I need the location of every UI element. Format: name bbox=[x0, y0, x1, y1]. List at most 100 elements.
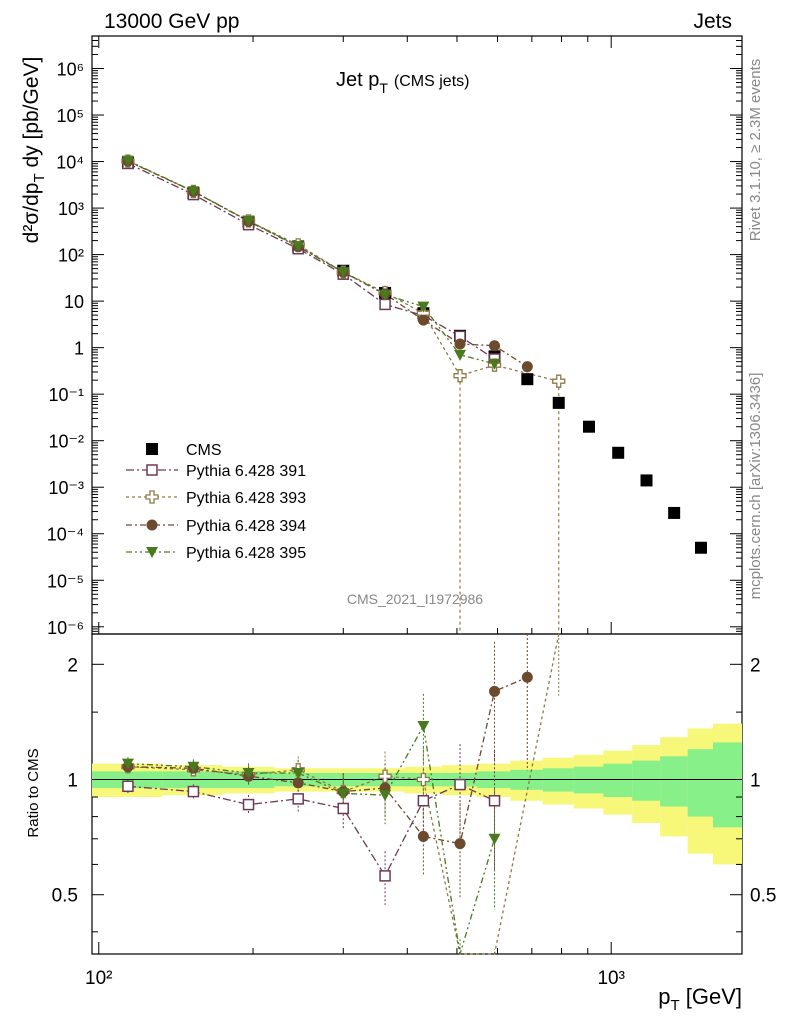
p391-point bbox=[146, 464, 158, 476]
legend-label: Pythia 6.428 391 bbox=[186, 463, 306, 480]
cms-point bbox=[552, 396, 565, 409]
p394-point bbox=[454, 838, 466, 850]
ratio-y-tick-label-right: 2 bbox=[750, 655, 761, 676]
legend-label: Pythia 6.428 394 bbox=[186, 518, 306, 535]
p391-point bbox=[292, 793, 304, 805]
y-tick-label: 10⁻⁴ bbox=[47, 525, 84, 545]
band-inner-bin bbox=[660, 756, 688, 807]
legend-label: Pythia 6.428 393 bbox=[186, 490, 306, 507]
p395-point bbox=[292, 767, 305, 779]
tick-labels: 10² 10³ 10⁻⁶ 10⁻⁵ 10⁻⁴ 10⁻³ 10⁻² 10⁻¹ 1 10 10² 10³ 1… bbox=[47, 60, 777, 989]
band-inner-bin bbox=[573, 766, 604, 794]
band-inner-bin bbox=[632, 760, 661, 801]
y-tick-label: 10⁶ bbox=[57, 60, 84, 80]
plot-title-extra: (CMS jets) bbox=[394, 73, 470, 90]
p394-point bbox=[521, 671, 533, 683]
y-tick-label: 10⁴ bbox=[56, 153, 84, 173]
y-tick-label: 10 bbox=[64, 292, 84, 312]
p391-point bbox=[417, 795, 430, 807]
cms-point bbox=[694, 541, 707, 554]
ratio-line-394 bbox=[127, 676, 528, 845]
p394-point bbox=[521, 361, 533, 373]
p395-point bbox=[379, 289, 392, 301]
y-tick-label: 10⁻⁶ bbox=[47, 618, 84, 638]
p393-point bbox=[145, 490, 159, 504]
cms-point bbox=[521, 373, 534, 386]
y-tick-label: 10⁵ bbox=[57, 106, 84, 126]
ratio-line-391 bbox=[127, 783, 495, 878]
p395-point bbox=[187, 761, 200, 773]
plot-title: Jet pT (CMS jets) bbox=[336, 69, 469, 96]
y-tick-label: 10⁻² bbox=[48, 432, 84, 452]
p394-point bbox=[417, 314, 429, 326]
main-line-394 bbox=[127, 160, 528, 368]
p394-point bbox=[292, 777, 304, 789]
x-tick-label: 10³ bbox=[597, 968, 624, 989]
p391-point bbox=[337, 802, 350, 815]
p395-point bbox=[379, 790, 392, 802]
p395-point bbox=[488, 833, 501, 845]
cms-point bbox=[640, 474, 653, 487]
y-tick-label: 10⁻³ bbox=[48, 478, 84, 498]
plot-title-sub: T bbox=[379, 80, 388, 96]
legend-label: Pythia 6.428 395 bbox=[186, 545, 306, 562]
p395-point bbox=[242, 215, 255, 227]
p395-point bbox=[337, 267, 350, 279]
cms-point bbox=[668, 506, 681, 519]
x-axis-label: pT [GeV] bbox=[658, 984, 742, 1014]
p395-point bbox=[242, 767, 255, 779]
y-tick-label: 10⁻¹ bbox=[48, 385, 84, 405]
p395-point bbox=[337, 788, 350, 800]
p391-point bbox=[122, 780, 134, 793]
watermark: CMS_2021_I1972986 bbox=[347, 591, 483, 607]
cms-point bbox=[146, 443, 158, 455]
band-inner-bin bbox=[687, 749, 713, 817]
p394-point bbox=[417, 830, 429, 842]
p395-point bbox=[292, 241, 305, 253]
cms-point bbox=[582, 420, 595, 433]
p394-point bbox=[489, 340, 501, 352]
x-tick-label: 10² bbox=[85, 968, 112, 989]
p395-point bbox=[417, 301, 430, 313]
p394-point bbox=[454, 338, 466, 350]
p393-point bbox=[378, 769, 392, 783]
band-inner-bin bbox=[603, 763, 633, 798]
p395-point bbox=[121, 155, 134, 167]
p391-point bbox=[187, 785, 200, 798]
cms-point bbox=[612, 446, 625, 459]
p391-point bbox=[379, 298, 391, 311]
p391-point bbox=[454, 778, 466, 791]
y-tick-label: 10² bbox=[58, 246, 84, 266]
axis-ticks bbox=[92, 35, 742, 954]
header-right: Jets bbox=[693, 10, 732, 33]
p391-point bbox=[488, 795, 501, 807]
ratio-y-tick-label: 0.5 bbox=[52, 886, 78, 907]
p394-point bbox=[489, 685, 501, 697]
p395-point bbox=[121, 758, 134, 770]
plot-title-main: Jet p bbox=[336, 69, 379, 91]
p391-point bbox=[242, 798, 255, 811]
p393-point bbox=[453, 369, 467, 383]
ratio-y-tick-label: 1 bbox=[67, 771, 78, 792]
y-axis-label-ratio: Ratio to CMS bbox=[25, 748, 42, 837]
p394-point bbox=[146, 519, 158, 531]
header-left: 13000 GeV pp bbox=[104, 10, 239, 33]
p395-point bbox=[488, 358, 501, 370]
p395-point bbox=[417, 720, 430, 732]
rivet-label: Rivet 3.1.10, ≥ 2.3M events bbox=[747, 59, 764, 242]
mcplots-label: mcplots.cern.ch [arXiv:1306.3436] bbox=[747, 373, 764, 600]
ratio-y-tick-label: 2 bbox=[67, 655, 78, 676]
ratio-line-393 bbox=[127, 633, 560, 955]
p395-point bbox=[146, 547, 158, 558]
p393-point bbox=[416, 772, 431, 787]
ratio-line-395 bbox=[127, 724, 496, 955]
y-tick-label: 10³ bbox=[58, 199, 84, 219]
main-line-395 bbox=[127, 159, 495, 365]
ratio-y-tick-label-right: 1 bbox=[750, 771, 761, 792]
y-tick-label: 10⁻⁵ bbox=[47, 571, 84, 591]
data-markers bbox=[121, 154, 707, 882]
y-axis-label-main: d²σ/dpT dy [pb/GeV] bbox=[20, 57, 48, 244]
ratio-y-tick-label-right: 0.5 bbox=[750, 886, 776, 907]
legend-label: CMS bbox=[186, 442, 222, 459]
